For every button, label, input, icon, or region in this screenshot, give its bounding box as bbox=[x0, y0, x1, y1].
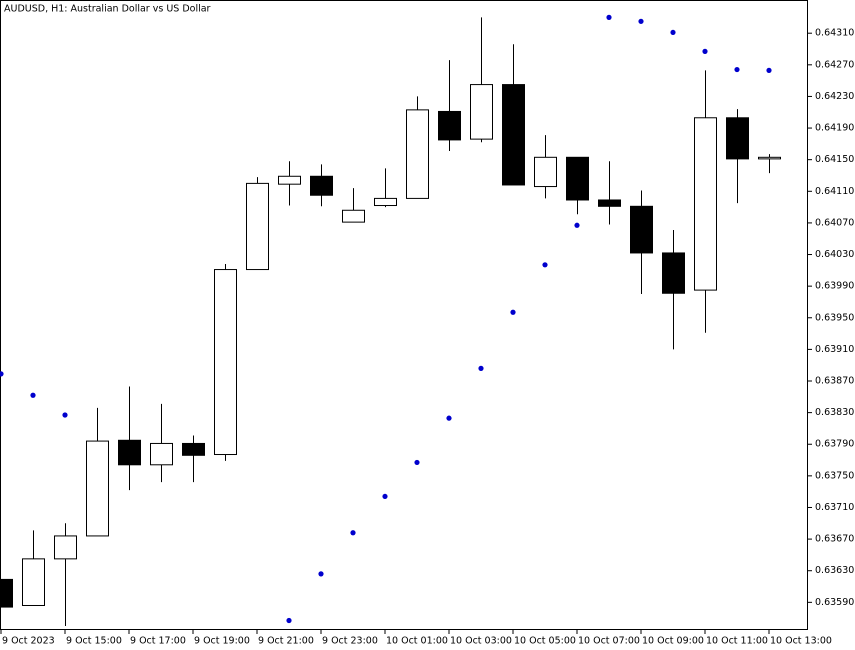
y-tick-label: 0.64030 bbox=[815, 249, 854, 260]
y-tick-label: 0.63630 bbox=[815, 565, 854, 576]
x-tick-label: 9 Oct 17:00 bbox=[130, 636, 186, 647]
candle-body bbox=[598, 199, 621, 207]
x-tick-label: 9 Oct 19:00 bbox=[194, 636, 250, 647]
x-tick-label: 10 Oct 01:00 bbox=[386, 636, 448, 647]
candle-body bbox=[22, 558, 45, 606]
sar-dot bbox=[30, 392, 36, 398]
x-tick-label: 10 Oct 07:00 bbox=[578, 636, 640, 647]
candle-body bbox=[374, 197, 397, 207]
sar-dot bbox=[574, 222, 580, 228]
sar-dot bbox=[414, 459, 420, 466]
y-tick-label: 0.63830 bbox=[815, 407, 854, 418]
sar-dot bbox=[0, 371, 4, 377]
sar-dot bbox=[478, 365, 484, 371]
x-tick-label: 10 Oct 09:00 bbox=[642, 636, 704, 647]
candle-body bbox=[566, 156, 589, 201]
candle-body bbox=[246, 182, 269, 271]
sar-dot bbox=[286, 617, 292, 624]
plot-frame bbox=[0, 0, 808, 630]
y-tick-label: 0.64150 bbox=[815, 154, 854, 165]
sar-dot bbox=[702, 48, 708, 54]
sar-dot bbox=[606, 14, 612, 20]
candle-body bbox=[406, 109, 429, 199]
y-tick-label: 0.64110 bbox=[815, 186, 854, 197]
sar-dot bbox=[350, 530, 356, 536]
x-tick-label: 9 Oct 15:00 bbox=[66, 636, 122, 647]
candle-body bbox=[278, 175, 301, 185]
y-tick-label: 0.64270 bbox=[815, 59, 854, 70]
y-tick-label: 0.64190 bbox=[815, 123, 854, 134]
y-tick-label: 0.63910 bbox=[815, 344, 854, 355]
candle-body bbox=[118, 439, 141, 466]
candle-body bbox=[758, 156, 781, 160]
y-tick-label: 0.63990 bbox=[815, 281, 854, 292]
x-tick-label: 9 Oct 2023 bbox=[2, 636, 55, 647]
y-tick-label: 0.63750 bbox=[815, 470, 854, 481]
candle-body bbox=[438, 110, 461, 141]
y-tick-label: 0.63670 bbox=[815, 534, 854, 545]
candle-body bbox=[150, 442, 173, 466]
x-tick-label: 10 Oct 13:00 bbox=[770, 636, 832, 647]
y-tick-label: 0.64310 bbox=[815, 28, 854, 39]
x-tick-label: 10 Oct 03:00 bbox=[450, 636, 512, 647]
sar-dot bbox=[638, 18, 644, 24]
y-tick-label: 0.64070 bbox=[815, 217, 854, 228]
plot-area bbox=[0, 14, 781, 627]
candle-body bbox=[214, 269, 237, 456]
candle-body bbox=[726, 117, 749, 160]
candle-body bbox=[662, 252, 685, 294]
sar-dot bbox=[734, 66, 740, 73]
candle-body bbox=[534, 156, 557, 188]
y-tick-label: 0.64230 bbox=[815, 91, 854, 102]
x-tick-label: 10 Oct 05:00 bbox=[514, 636, 576, 647]
y-tick-label: 0.63950 bbox=[815, 312, 854, 323]
candle-body bbox=[182, 442, 205, 456]
sar-dot bbox=[382, 493, 388, 500]
sar-dot bbox=[542, 262, 548, 268]
x-tick-label: 9 Oct 21:00 bbox=[258, 636, 314, 647]
y-tick-label: 0.63710 bbox=[815, 502, 854, 513]
candle-body bbox=[54, 535, 77, 560]
y-tick-label: 0.63870 bbox=[815, 376, 854, 387]
x-tick-label: 10 Oct 11:00 bbox=[706, 636, 768, 647]
candle-body bbox=[0, 578, 13, 608]
candle-body bbox=[310, 175, 333, 196]
candle-body bbox=[86, 440, 109, 537]
y-tick-label: 0.63590 bbox=[815, 597, 854, 608]
sar-dot bbox=[446, 415, 452, 421]
candle-body bbox=[630, 205, 653, 254]
chart-title: AUDUSD, H1: Australian Dollar vs US Doll… bbox=[4, 4, 211, 15]
candle-body bbox=[342, 209, 365, 223]
sar-dot bbox=[318, 571, 324, 577]
sar-dot bbox=[766, 67, 772, 73]
candle-body bbox=[470, 84, 493, 140]
x-tick-label: 9 Oct 23:00 bbox=[322, 636, 378, 647]
sar-dot bbox=[510, 309, 516, 315]
y-tick-label: 0.63790 bbox=[815, 439, 854, 450]
sar-dot bbox=[670, 29, 676, 36]
sar-dot bbox=[62, 412, 68, 418]
candle-body bbox=[694, 117, 717, 291]
candle-body bbox=[502, 84, 525, 186]
